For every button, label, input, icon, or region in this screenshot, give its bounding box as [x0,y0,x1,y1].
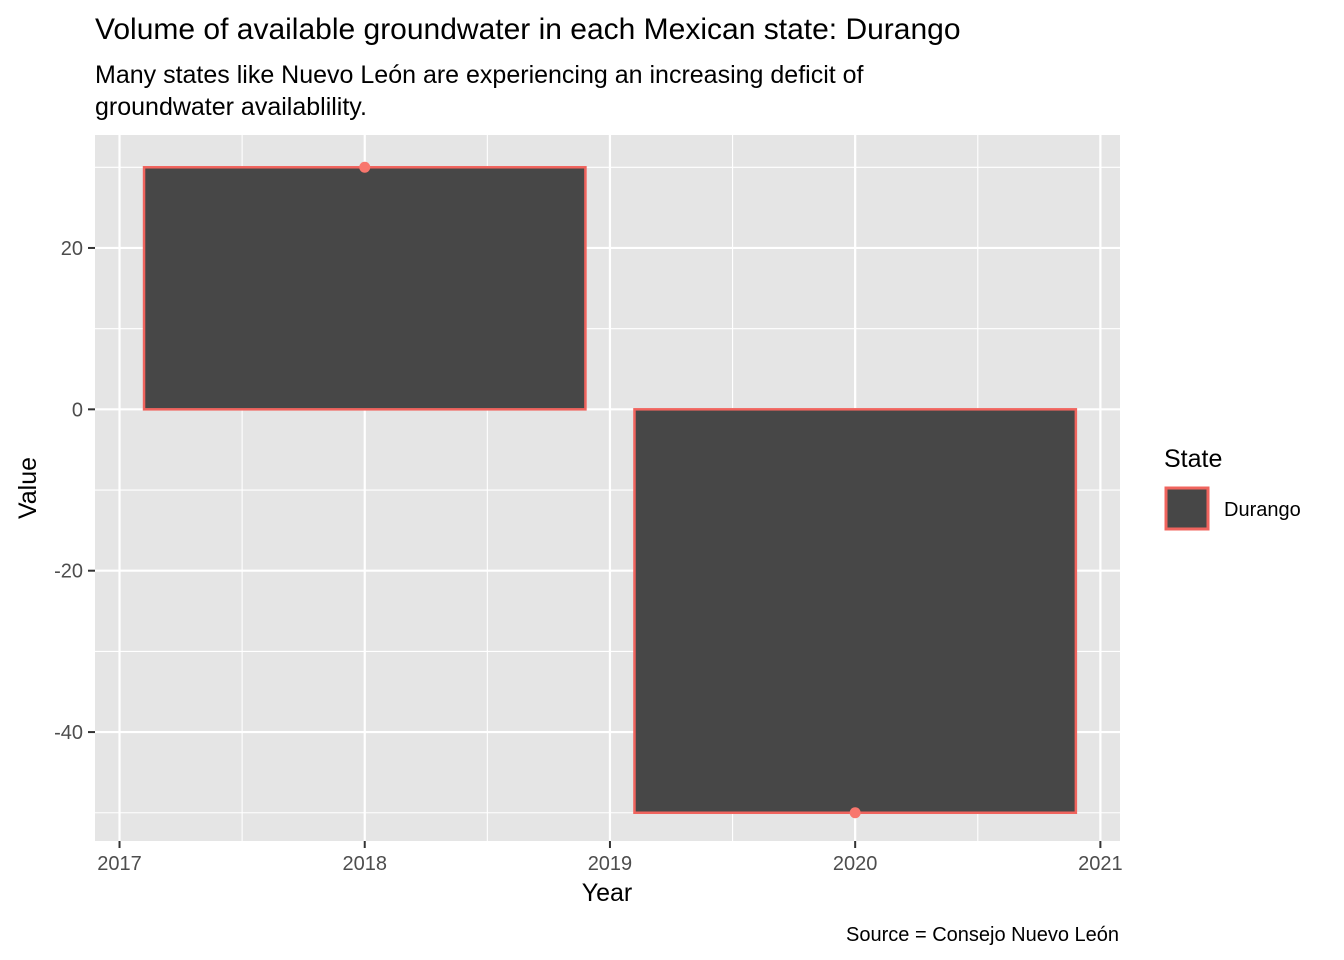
chart-title: Volume of available groundwater in each … [95,13,961,46]
points [359,161,861,819]
bars [142,166,1078,815]
bar-2020 [633,408,1078,815]
x-tick-label: 2020 [833,853,878,875]
chart-subtitle-line-2: groundwater availablility. [95,93,367,121]
x-tick-label: 2017 [97,853,142,875]
y-tick-label: 0 [72,399,83,421]
y-axis-title: Value [14,457,42,519]
y-tick-label: 20 [61,238,83,260]
bar-2018 [142,166,587,411]
y-tick-label: -20 [54,561,83,583]
legend-key-durango [1164,486,1210,531]
x-axis-title: Year [582,879,633,907]
x-tick-label: 2021 [1078,853,1123,875]
point-2018 [359,161,371,173]
y-axis: -40 -20 0 20 [54,238,95,744]
legend-label-durango: Durango [1224,499,1301,521]
point-2020 [849,807,861,819]
x-tick-label: 2019 [588,853,633,875]
legend-title: State [1164,445,1222,473]
x-axis: 2017 2018 2019 2020 2021 [97,841,1123,875]
legend: State Durango [1164,445,1301,531]
chart-caption: Source = Consejo Nuevo León [846,924,1119,946]
chart-subtitle-line-1: Many states like Nuevo León are experien… [95,61,864,89]
x-tick-label: 2018 [342,853,387,875]
y-tick-label: -40 [54,722,83,744]
